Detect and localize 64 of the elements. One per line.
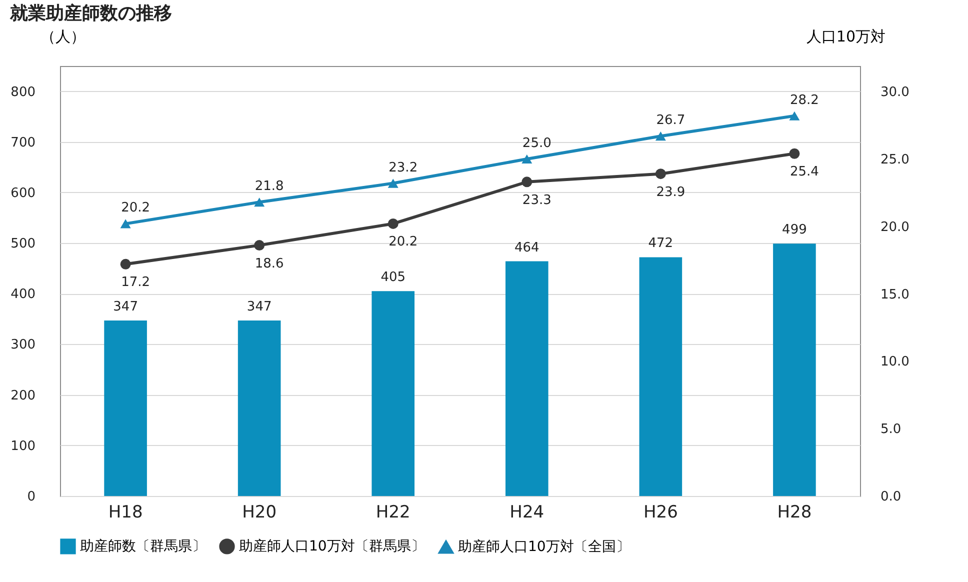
data-label: 347 — [246, 299, 272, 314]
x-tick-label: H28 — [777, 502, 812, 522]
point — [789, 148, 800, 159]
point — [120, 258, 131, 270]
point — [388, 218, 398, 229]
bar — [238, 320, 281, 496]
data-label: 25.4 — [790, 164, 819, 180]
bar — [104, 320, 147, 496]
legend-label: 助産師数〔群馬県〕 — [80, 538, 206, 554]
data-label: 464 — [514, 240, 540, 256]
x-tick-label: H22 — [376, 502, 410, 522]
y2-tick-label: 30.0 — [880, 85, 910, 100]
point — [655, 132, 666, 141]
data-label: 405 — [380, 270, 406, 286]
point — [120, 219, 131, 228]
bar — [372, 291, 415, 496]
x-tick-label: H26 — [643, 502, 678, 522]
y-tick-label: 200 — [10, 388, 36, 404]
data-label: 17.2 — [121, 275, 150, 290]
x-tick-label: H24 — [510, 502, 544, 522]
data-label: 23.3 — [522, 192, 552, 208]
x-tick-label: H20 — [242, 502, 277, 522]
y-tick-label: 100 — [10, 438, 36, 454]
data-label: 20.2 — [388, 234, 418, 250]
point — [254, 198, 265, 207]
y2-tick-label: 5.0 — [880, 422, 902, 438]
y-tick-label: 0 — [27, 490, 36, 504]
y2-tick-label: 10.0 — [880, 354, 910, 370]
y2-tick-label: 0.0 — [880, 490, 902, 504]
data-label: 18.6 — [254, 256, 284, 272]
point — [522, 154, 532, 164]
y-tick-label: 700 — [10, 135, 36, 150]
data-label: 499 — [782, 222, 807, 238]
data-label: 25.0 — [522, 136, 552, 152]
data-label: 21.8 — [254, 179, 284, 194]
y-tick-label: 600 — [10, 186, 36, 201]
y-tick-label: 500 — [10, 236, 36, 252]
legend-label: 助産師人口10万対〔全国〕 — [458, 538, 630, 555]
data-label: 20.2 — [121, 200, 150, 216]
y-tick-label: 800 — [10, 84, 36, 100]
y-tick-label: 400 — [10, 287, 36, 302]
data-label: 23.9 — [656, 184, 686, 200]
bar — [505, 261, 548, 496]
y2-tick-label: 15.0 — [880, 287, 910, 302]
point — [789, 111, 800, 120]
data-label: 347 — [113, 299, 138, 314]
y2-tick-label: 25.0 — [880, 152, 910, 168]
bar — [773, 244, 816, 496]
chart-title: 就業助産師数の推移 — [9, 3, 172, 24]
y2-tick-label: 20.0 — [880, 220, 910, 235]
y-tick-label: 300 — [10, 338, 36, 353]
y2-axis-title: 人口10万対 — [806, 28, 886, 46]
data-label: 28.2 — [790, 92, 819, 108]
legend-label: 助産師人口10万対〔群馬県〕 — [239, 538, 425, 554]
data-label: 23.2 — [388, 160, 418, 176]
bar — [639, 257, 682, 496]
point — [254, 240, 265, 251]
point — [522, 176, 532, 188]
data-label: 26.7 — [656, 113, 686, 128]
y-axis-title: （人） — [40, 28, 86, 46]
point — [388, 178, 398, 188]
point — [655, 168, 666, 180]
data-label: 472 — [648, 236, 674, 252]
x-tick-label: H18 — [108, 502, 143, 522]
